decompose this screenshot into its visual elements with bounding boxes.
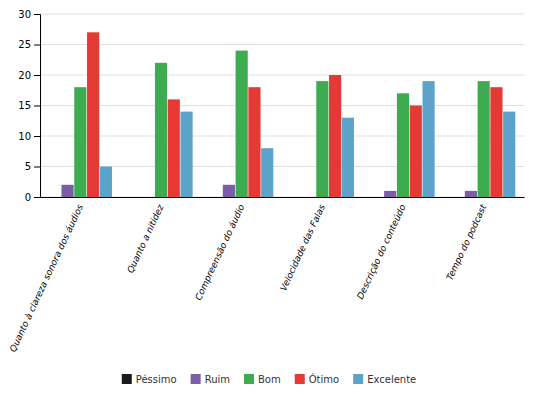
bar bbox=[342, 118, 354, 197]
grid-line bbox=[40, 14, 524, 15]
x-tick-label: Compreensão do áudio bbox=[193, 203, 246, 302]
y-tick-mark bbox=[34, 197, 40, 198]
y-tick-mark bbox=[34, 14, 40, 15]
bar bbox=[490, 87, 502, 197]
bar bbox=[100, 167, 112, 198]
bar bbox=[465, 191, 477, 197]
bars bbox=[61, 32, 515, 197]
bar bbox=[248, 87, 260, 197]
y-tick-label: 15 bbox=[18, 100, 31, 111]
bar bbox=[168, 99, 180, 197]
y-axis: 0 5 10 15 20 25 30 bbox=[18, 9, 40, 203]
legend-item: Ótimo bbox=[295, 373, 339, 385]
y-tick: 15 bbox=[18, 100, 40, 111]
legend-item: Ruim bbox=[191, 374, 230, 385]
y-tick: 5 bbox=[25, 161, 40, 172]
y-tick: 0 bbox=[25, 192, 40, 203]
bar bbox=[503, 112, 515, 197]
y-tick-mark bbox=[34, 45, 40, 46]
y-tick-mark bbox=[34, 106, 40, 107]
bar bbox=[397, 93, 409, 197]
bar bbox=[223, 185, 235, 197]
legend-item: Excelente bbox=[353, 374, 416, 385]
bar bbox=[129, 197, 141, 198]
y-tick: 25 bbox=[18, 39, 40, 50]
bar-series bbox=[87, 32, 502, 197]
x-tick: Quanto à clareza sonora dos áudios bbox=[8, 203, 85, 354]
bar bbox=[478, 81, 490, 197]
bar bbox=[74, 87, 86, 197]
bar bbox=[371, 197, 383, 198]
grid-line bbox=[40, 75, 524, 76]
bar bbox=[142, 197, 154, 198]
x-tick: Compreensão do áudio bbox=[193, 203, 246, 302]
legend-swatch bbox=[191, 374, 201, 384]
legend-swatch bbox=[244, 374, 254, 384]
legend-swatch bbox=[353, 374, 363, 384]
x-tick-label: Velocidade das Falas bbox=[278, 203, 327, 293]
grid bbox=[40, 14, 524, 197]
legend-label: Ruim bbox=[205, 374, 230, 385]
legend-label: Ótimo bbox=[309, 373, 339, 385]
y-axis-line bbox=[34, 15, 41, 198]
x-tick: Quanto a nitidez bbox=[125, 203, 166, 275]
bar bbox=[303, 197, 315, 198]
x-tick-label: Descrição do conteúdo bbox=[355, 203, 408, 301]
legend-item: Péssimo bbox=[122, 374, 177, 385]
y-tick-mark bbox=[34, 75, 40, 76]
bar bbox=[384, 191, 396, 197]
legend-swatch bbox=[295, 374, 305, 384]
x-tick: Velocidade das Falas bbox=[278, 203, 327, 293]
y-tick-mark bbox=[34, 167, 40, 168]
bar bbox=[261, 148, 273, 197]
grid-line bbox=[40, 105, 524, 106]
x-axis-line bbox=[41, 197, 525, 198]
grid-line bbox=[40, 166, 524, 167]
y-tick: 10 bbox=[18, 131, 40, 142]
legend-item: Bom bbox=[244, 374, 281, 385]
y-tick-mark bbox=[34, 136, 40, 137]
bar bbox=[180, 112, 192, 197]
chart-root: 0 5 10 15 20 25 30 Quanto à clareza sonora dos … bbox=[0, 0, 538, 395]
grid-line bbox=[40, 136, 524, 137]
legend-swatch bbox=[122, 374, 132, 384]
bar bbox=[210, 197, 222, 198]
bar bbox=[49, 197, 61, 198]
y-tick-label: 20 bbox=[18, 70, 31, 81]
y-tick: 30 bbox=[18, 9, 40, 20]
bar bbox=[291, 197, 303, 198]
legend-label: Bom bbox=[258, 374, 281, 385]
bar bbox=[422, 81, 434, 197]
legend-label: Péssimo bbox=[136, 374, 177, 385]
bar bbox=[452, 197, 464, 198]
x-tick: Descrição do conteúdo bbox=[355, 203, 408, 301]
y-tick: 20 bbox=[18, 70, 40, 81]
bar bbox=[61, 185, 73, 197]
grid-line bbox=[40, 197, 524, 198]
legend-label: Excelente bbox=[367, 374, 416, 385]
x-tick-label: Quanto à clareza sonora dos áudios bbox=[8, 203, 85, 354]
x-tick: Tempo do podcast bbox=[444, 203, 488, 282]
x-axis: Quanto à clareza sonora dos áudios Quanto… bbox=[8, 198, 525, 354]
x-tick-label: Quanto a nitidez bbox=[125, 203, 166, 275]
bar bbox=[316, 81, 328, 197]
bar-series bbox=[74, 51, 489, 197]
plot-area: 0 5 10 15 20 25 30 Quanto à clareza sonora dos … bbox=[8, 9, 525, 354]
bar bbox=[155, 63, 167, 197]
y-tick-label: 0 bbox=[25, 192, 31, 203]
y-tick-label: 5 bbox=[25, 161, 31, 172]
bar bbox=[410, 106, 422, 198]
y-tick-label: 30 bbox=[18, 9, 31, 20]
grid-line bbox=[40, 44, 524, 45]
bar bbox=[87, 32, 99, 197]
bar bbox=[236, 51, 248, 197]
bar bbox=[329, 75, 341, 197]
x-tick-label: Tempo do podcast bbox=[444, 203, 488, 282]
y-tick-label: 10 bbox=[18, 131, 31, 142]
legend: Péssimo Ruim Bom Ótimo Excelente bbox=[122, 373, 416, 385]
y-tick-label: 25 bbox=[18, 39, 31, 50]
bar-series bbox=[100, 81, 515, 197]
